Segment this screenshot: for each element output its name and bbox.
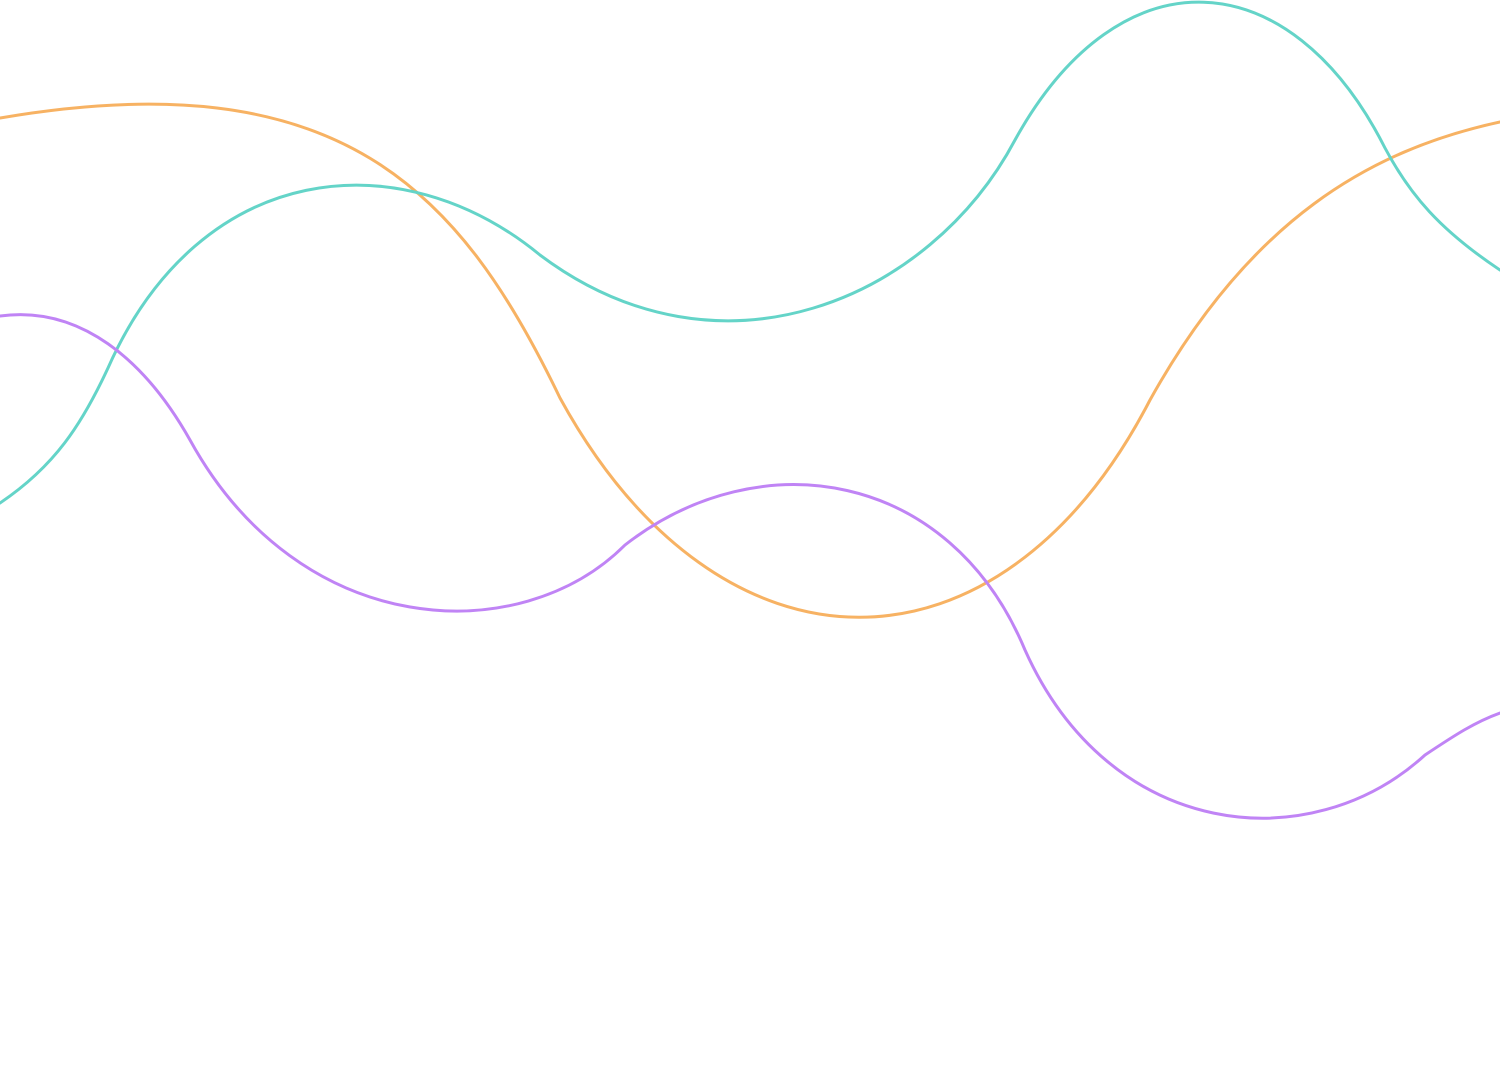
orange-wave-line (0, 104, 1500, 617)
purple-wave-line (0, 315, 1500, 819)
teal-wave-line (0, 2, 1500, 503)
